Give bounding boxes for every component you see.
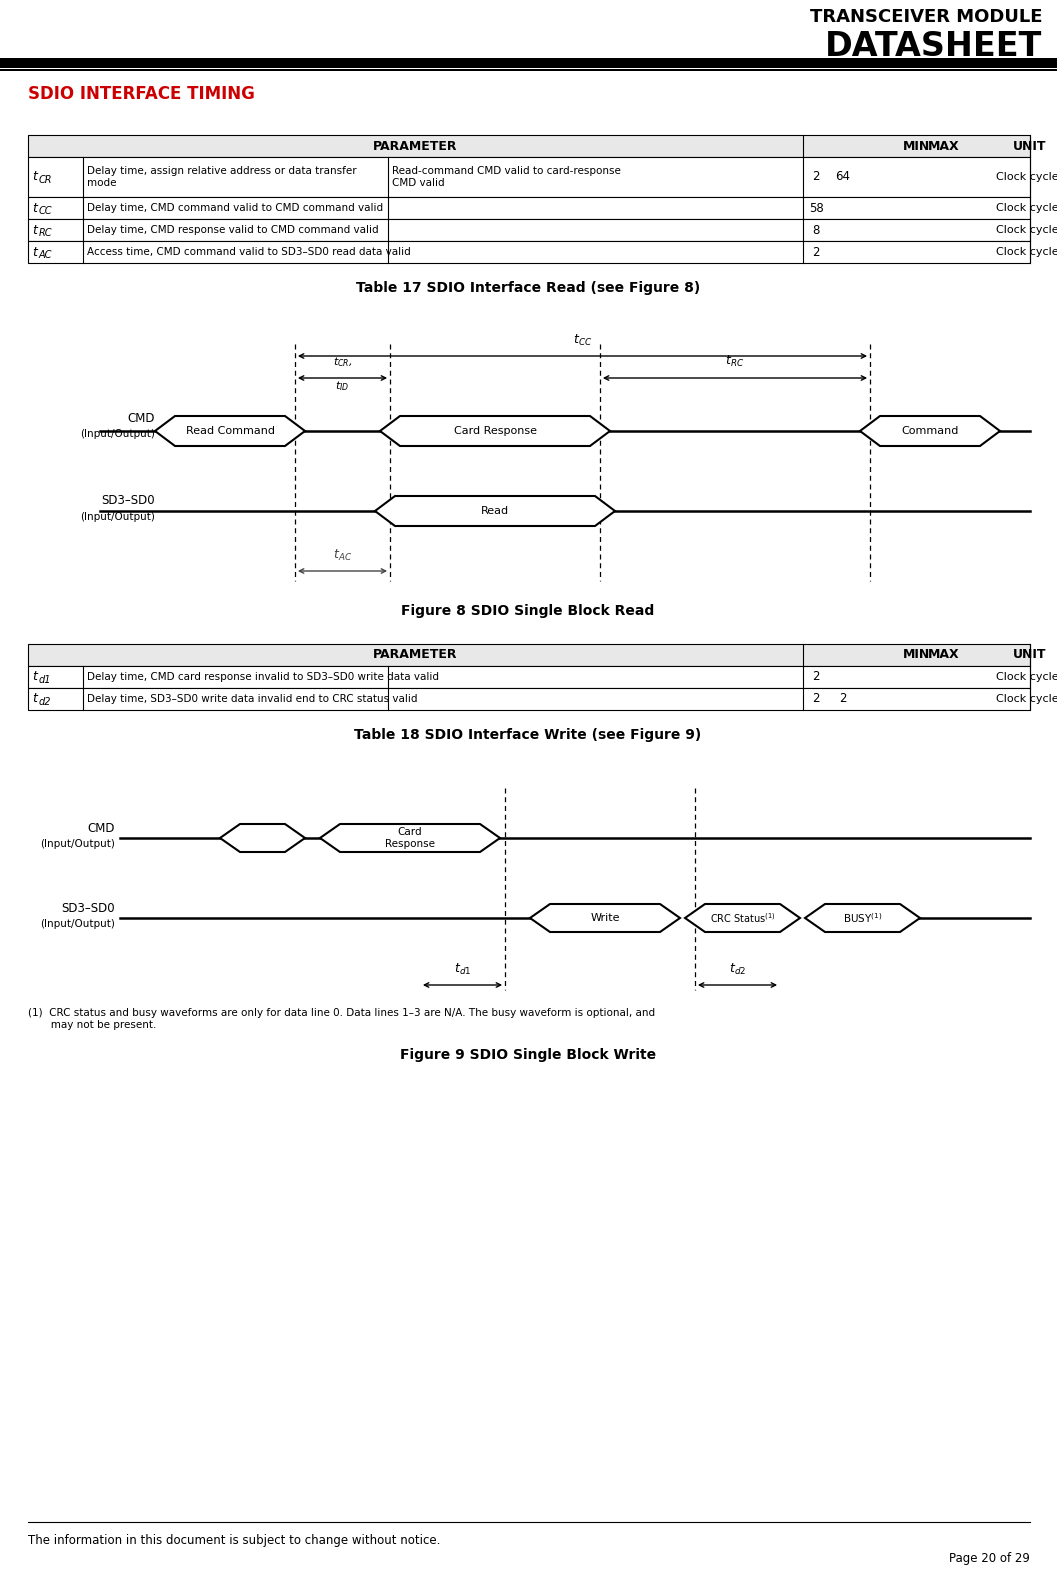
Text: DATASHEET: DATASHEET xyxy=(824,30,1042,63)
Text: Clock cycles: Clock cycles xyxy=(996,246,1057,257)
Text: 2: 2 xyxy=(812,171,820,184)
Text: Figure 8 SDIO Single Block Read: Figure 8 SDIO Single Block Read xyxy=(402,604,654,618)
Text: CR: CR xyxy=(39,176,53,185)
Text: Card Response: Card Response xyxy=(453,427,537,436)
Text: 2: 2 xyxy=(839,692,847,706)
Text: t: t xyxy=(32,171,37,184)
Text: Read Command: Read Command xyxy=(185,427,275,436)
Text: t: t xyxy=(32,223,37,237)
Bar xyxy=(27,220,1030,242)
Text: t: t xyxy=(32,245,37,259)
Text: t$_{RC}$: t$_{RC}$ xyxy=(725,355,744,369)
Bar xyxy=(27,135,1030,157)
Polygon shape xyxy=(860,416,1000,446)
Text: 2: 2 xyxy=(812,245,820,259)
Text: t: t xyxy=(32,201,37,215)
Text: 64: 64 xyxy=(835,171,851,184)
Polygon shape xyxy=(220,824,305,852)
Bar xyxy=(27,643,1030,665)
Text: (Input/Output): (Input/Output) xyxy=(40,839,115,849)
Text: t$_{ID}$: t$_{ID}$ xyxy=(335,380,350,392)
Text: (1)  CRC status and busy waveforms are only for data line 0. Data lines 1–3 are : (1) CRC status and busy waveforms are on… xyxy=(27,1007,655,1029)
Text: Delay time, assign relative address or data transfer
mode: Delay time, assign relative address or d… xyxy=(87,166,356,188)
Text: Access time, CMD command valid to SD3–SD0 read data valid: Access time, CMD command valid to SD3–SD… xyxy=(87,246,411,257)
Text: Delay time, SD3–SD0 write data invalid end to CRC status valid: Delay time, SD3–SD0 write data invalid e… xyxy=(87,693,418,704)
Text: Write: Write xyxy=(590,913,619,923)
Text: SD3–SD0: SD3–SD0 xyxy=(61,902,115,915)
Text: UNIT: UNIT xyxy=(1014,140,1046,152)
Bar xyxy=(27,157,1030,198)
Text: 2: 2 xyxy=(812,670,820,684)
Bar xyxy=(27,665,1030,687)
Text: CMD: CMD xyxy=(88,822,115,835)
Text: SDIO INTERFACE TIMING: SDIO INTERFACE TIMING xyxy=(27,85,255,104)
Text: t$_{CR}$,: t$_{CR}$, xyxy=(333,355,352,369)
Text: t$_{AC}$: t$_{AC}$ xyxy=(333,548,352,563)
Text: t$_{CC}$: t$_{CC}$ xyxy=(573,333,592,348)
Text: Table 17 SDIO Interface Read (see Figure 8): Table 17 SDIO Interface Read (see Figure… xyxy=(356,281,700,295)
Text: 8: 8 xyxy=(813,223,819,237)
Text: 2: 2 xyxy=(812,692,820,706)
Text: t$_{d1}$: t$_{d1}$ xyxy=(453,962,471,977)
Text: (Input/Output): (Input/Output) xyxy=(80,428,155,439)
Polygon shape xyxy=(381,416,610,446)
Text: (Input/Output): (Input/Output) xyxy=(80,511,155,522)
Polygon shape xyxy=(375,496,615,526)
Text: CMD: CMD xyxy=(128,411,155,425)
Text: Delay time, CMD command valid to CMD command valid: Delay time, CMD command valid to CMD com… xyxy=(87,202,383,213)
Text: PARAMETER: PARAMETER xyxy=(373,140,458,152)
Text: Page 20 of 29: Page 20 of 29 xyxy=(949,1552,1030,1564)
Text: UNIT: UNIT xyxy=(1014,648,1046,662)
Text: Delay time, CMD card response invalid to SD3–SD0 write data valid: Delay time, CMD card response invalid to… xyxy=(87,672,439,683)
Text: Delay time, CMD response valid to CMD command valid: Delay time, CMD response valid to CMD co… xyxy=(87,224,378,235)
Text: Figure 9 SDIO Single Block Write: Figure 9 SDIO Single Block Write xyxy=(400,1048,656,1062)
Text: Table 18 SDIO Interface Write (see Figure 9): Table 18 SDIO Interface Write (see Figur… xyxy=(354,728,702,742)
Text: AC: AC xyxy=(39,249,53,260)
Text: CC: CC xyxy=(39,206,53,217)
Text: MAX: MAX xyxy=(928,648,960,662)
Text: Clock cycles: Clock cycles xyxy=(996,672,1057,683)
Bar xyxy=(27,198,1030,220)
Bar xyxy=(27,242,1030,264)
Text: (Input/Output): (Input/Output) xyxy=(40,919,115,929)
Text: Clock cycles: Clock cycles xyxy=(996,202,1057,213)
Polygon shape xyxy=(685,904,800,932)
Text: Clock cycles: Clock cycles xyxy=(996,173,1057,182)
Text: The information in this document is subject to change without notice.: The information in this document is subj… xyxy=(27,1534,441,1547)
Text: PARAMETER: PARAMETER xyxy=(373,648,458,662)
Text: Card
Response: Card Response xyxy=(385,827,435,849)
Text: t$_{d2}$: t$_{d2}$ xyxy=(729,962,746,977)
Bar xyxy=(0,58,1057,67)
Text: BUSY$^{(1)}$: BUSY$^{(1)}$ xyxy=(842,912,883,924)
Text: MIN: MIN xyxy=(903,140,930,152)
Text: CRC Status$^{(1)}$: CRC Status$^{(1)}$ xyxy=(709,912,776,924)
Text: Clock cycles: Clock cycles xyxy=(996,693,1057,704)
Text: Clock cycles: Clock cycles xyxy=(996,224,1057,235)
Bar xyxy=(27,687,1030,711)
Text: t: t xyxy=(32,670,37,684)
Text: Read-command CMD valid to card-response
CMD valid: Read-command CMD valid to card-response … xyxy=(392,166,620,188)
Text: SD3–SD0: SD3–SD0 xyxy=(101,494,155,507)
Text: 58: 58 xyxy=(809,201,823,215)
Text: MAX: MAX xyxy=(928,140,960,152)
Polygon shape xyxy=(155,416,305,446)
Text: RC: RC xyxy=(39,228,53,238)
Text: t: t xyxy=(32,692,37,706)
Text: Command: Command xyxy=(902,427,959,436)
Text: TRANSCEIVER MODULE: TRANSCEIVER MODULE xyxy=(810,8,1042,27)
Polygon shape xyxy=(530,904,680,932)
Text: Read: Read xyxy=(481,505,509,516)
Bar xyxy=(27,643,1030,665)
Text: MIN: MIN xyxy=(903,648,930,662)
Bar xyxy=(27,135,1030,157)
Polygon shape xyxy=(320,824,500,852)
Text: d1: d1 xyxy=(39,675,52,686)
Polygon shape xyxy=(805,904,920,932)
Text: d2: d2 xyxy=(39,697,52,708)
